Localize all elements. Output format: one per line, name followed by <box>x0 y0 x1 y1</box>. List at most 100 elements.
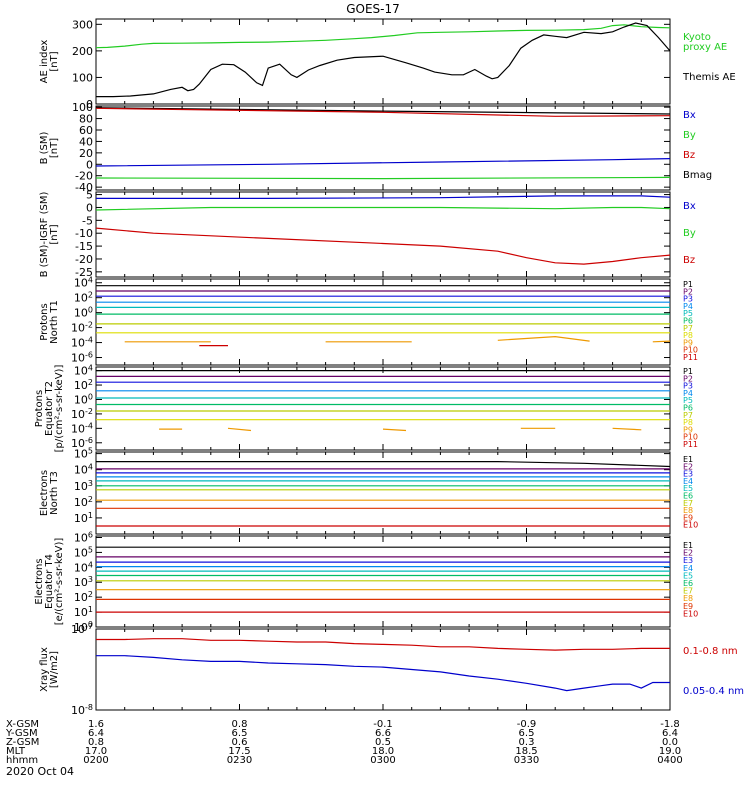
legend-entry: By <box>683 228 696 239</box>
y-tick-label: 10-6 <box>71 436 93 450</box>
panel-frame <box>95 278 671 366</box>
legend-entry: P10 <box>683 346 698 355</box>
y-tick-label-base: 10 <box>74 561 88 574</box>
legend-entry: P7 <box>683 324 693 333</box>
y-axis-label: Equator T2 <box>44 381 55 436</box>
legend-entry: P6 <box>683 404 693 413</box>
legend-entry: P4 <box>683 302 693 311</box>
x-axis-tick-value: 0330 <box>514 755 539 766</box>
y-tick-label-exponent: 2 <box>88 495 93 504</box>
legend-entry: P9 <box>683 338 693 347</box>
y-tick-label: 100 <box>74 306 93 320</box>
legend-entry: E5 <box>683 484 693 493</box>
series-line-p9 <box>652 340 671 343</box>
date-label: 2020 Oct 04 <box>6 765 74 778</box>
x-axis-tick-value: 19.0 <box>659 746 681 757</box>
series-line-themis-ae <box>96 22 671 98</box>
series-line-0-05-0-4-nm <box>96 655 670 692</box>
panel-frame <box>95 628 671 711</box>
y-tick-label: 0 <box>86 158 93 171</box>
y-tick-label-exponent: -8 <box>85 703 93 712</box>
series-line-kyoto-proxy-ae <box>95 24 671 49</box>
y-tick-label: 80 <box>79 113 93 126</box>
panel-frame <box>95 451 671 535</box>
x-axis-tick-value: 18.5 <box>515 746 537 757</box>
y-tick-label: 106 <box>74 530 93 544</box>
y-axis-label: [p/(cm²-s-sr-keV)] <box>54 365 65 453</box>
y-tick-label: -20 <box>75 253 93 266</box>
y-tick-label: 100 <box>72 71 93 84</box>
y-tick-label: -10 <box>75 227 93 240</box>
legend-entry: E2 <box>683 549 693 558</box>
legend-entry: E9 <box>683 513 693 522</box>
y-tick-label-exponent: 5 <box>88 447 93 456</box>
y-axis-label: Electrons <box>39 470 50 516</box>
y-tick-label-exponent: 2 <box>88 291 93 300</box>
x-axis-tick-value: 0.0 <box>662 737 678 748</box>
y-tick-label-exponent: -2 <box>85 321 93 330</box>
x-axis-tick-value: 17.0 <box>85 746 107 757</box>
y-tick-label-exponent: 4 <box>88 560 93 569</box>
y-tick-label: 105 <box>74 447 93 461</box>
series-line-by <box>95 206 671 211</box>
y-tick-label: 104 <box>74 463 93 477</box>
series-line-p9 <box>227 427 252 432</box>
y-tick-label-base: 10 <box>74 591 88 604</box>
x-axis-tick-value: 0.8 <box>88 737 104 748</box>
y-axis-label: North T3 <box>49 471 60 515</box>
series-line-p9 <box>612 427 642 431</box>
legend-entry: P9 <box>683 425 693 434</box>
legend-entry: E4 <box>683 564 693 573</box>
x-axis-tick-value: 0300 <box>370 755 395 766</box>
series-line-bx <box>95 158 671 167</box>
y-tick-label: 102 <box>74 378 93 392</box>
y-tick-label: -15 <box>75 240 93 253</box>
x-axis-tick-value: 0.6 <box>232 737 248 748</box>
y-tick-label: -20 <box>75 170 93 183</box>
legend-entry: proxy AE <box>683 42 727 53</box>
legend-entry: P8 <box>683 331 693 340</box>
y-tick-label-exponent: -7 <box>85 622 93 631</box>
legend-entry: P11 <box>683 440 698 449</box>
x-axis-tick-value: 0.8 <box>232 719 248 730</box>
y-axis-label: B (SM)-IGRF (SM) <box>39 192 50 278</box>
y-tick-label: 0 <box>86 201 93 214</box>
legend-entry: E2 <box>683 462 693 471</box>
x-axis-tick-value: 18.0 <box>372 746 394 757</box>
x-axis-tick-value: 6.6 <box>375 728 391 739</box>
y-tick-label-base: 10 <box>71 437 85 450</box>
legend-entry: Bx <box>683 110 696 121</box>
series-line-bz <box>95 227 671 265</box>
y-tick-label-base: 10 <box>71 623 85 636</box>
legend-entry: E1 <box>683 455 693 464</box>
y-axis-label: North T1 <box>49 300 60 344</box>
y-axis-label: B (SM) <box>39 131 50 164</box>
y-tick-label-base: 10 <box>74 307 88 320</box>
x-axis-row-label: MLT <box>6 746 26 757</box>
y-tick-label-base: 10 <box>74 512 88 525</box>
legend-entry: E6 <box>683 579 693 588</box>
y-tick-label-exponent: 5 <box>88 545 93 554</box>
y-tick-label: 5 <box>86 189 93 202</box>
legend-entry: P2 <box>683 287 693 296</box>
legend-entry: P5 <box>683 396 693 405</box>
legend-entry: E10 <box>683 609 698 618</box>
y-tick-label-exponent: 6 <box>88 530 93 539</box>
y-tick-label-base: 10 <box>71 322 85 335</box>
y-tick-label: 200 <box>72 45 93 58</box>
x-axis-tick-value: 1.6 <box>88 719 104 730</box>
y-tick-label-base: 10 <box>71 337 85 350</box>
y-tick-label: 102 <box>74 495 93 509</box>
y-tick-label-base: 10 <box>74 606 88 619</box>
y-tick-label-exponent: 0 <box>88 306 93 315</box>
y-axis-label: [nT] <box>49 138 60 158</box>
legend-entry: E8 <box>683 506 693 515</box>
y-axis-label: [W/m2] <box>49 651 60 688</box>
y-axis-label: Equator T4 <box>44 554 55 609</box>
plot-title: GOES-17 <box>346 2 400 16</box>
